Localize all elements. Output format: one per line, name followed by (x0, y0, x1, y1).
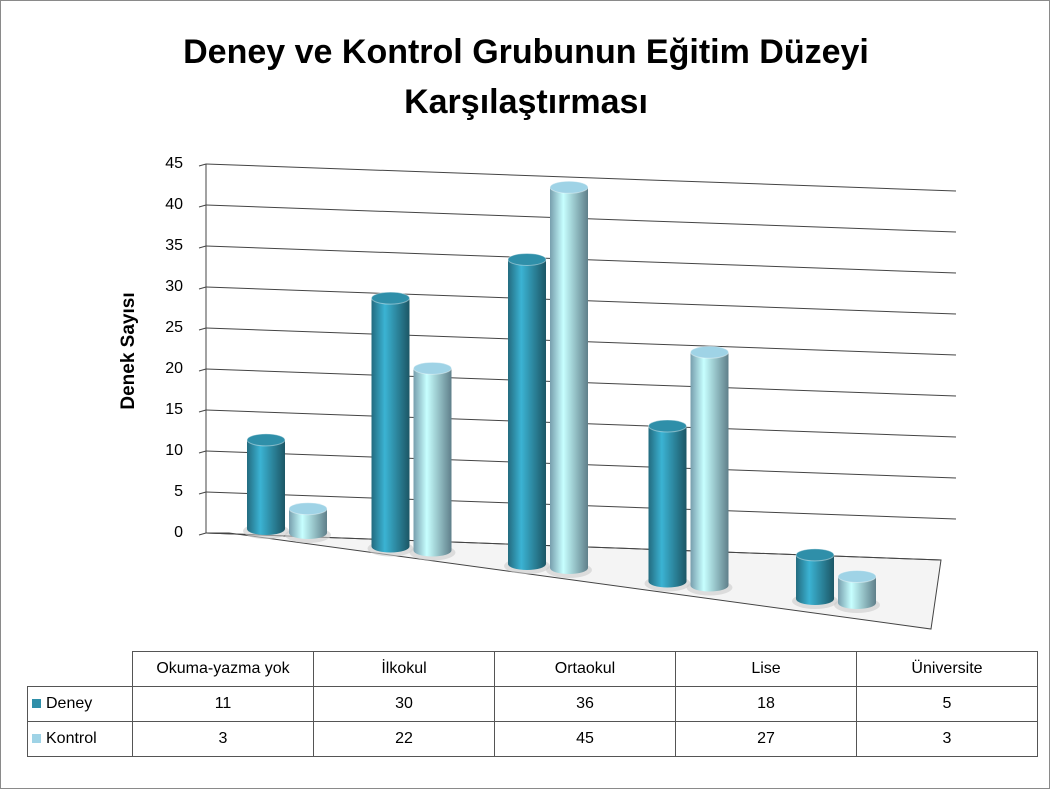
bar (546, 180, 592, 578)
legend-swatch (32, 734, 41, 743)
y-tick-label: 25 (165, 319, 183, 336)
table-value: 3 (856, 721, 1038, 757)
table-row: Deney 11 30 36 18 5 (27, 686, 1038, 722)
table-row: Kontrol 3 22 45 27 3 (27, 721, 1038, 757)
bar (285, 502, 331, 543)
table-corner (27, 651, 133, 687)
legend-swatch (32, 699, 41, 708)
table-value: 36 (494, 686, 676, 722)
bar (834, 570, 880, 613)
bar (367, 291, 414, 557)
tick-mark (198, 286, 207, 290)
tick-mark (198, 204, 207, 208)
bar (409, 361, 456, 561)
y-tick-label: 30 (165, 278, 183, 295)
category-label: İlkokul (313, 651, 495, 687)
category-label: Ortaokul (494, 651, 676, 687)
table-value: 45 (494, 721, 676, 757)
chart-title: Deney ve Kontrol Grubunun Eğitim Düzeyi … (183, 33, 869, 121)
legend-label: Kontrol (46, 730, 97, 747)
y-tick-label: 40 (165, 196, 183, 213)
tick-mark (198, 368, 207, 372)
tick-mark (198, 245, 207, 249)
y-tick-label: 15 (165, 401, 183, 418)
chart: Denek Sayısı 0 5 10 15 20 25 30 35 40 45 (118, 155, 957, 630)
category-label: Okuma-yazma yok (132, 651, 314, 687)
table-value: 18 (675, 686, 857, 722)
tick-mark (198, 532, 207, 536)
legend-entry: Deney (27, 686, 133, 722)
category-label: Üniversite (856, 651, 1038, 687)
y-tick-label: 45 (165, 155, 183, 172)
bar (792, 548, 838, 609)
table-value: 27 (675, 721, 857, 757)
y-axis-label: Denek Sayısı (118, 292, 139, 409)
table-header-row: Okuma-yazma yok İlkokul Ortaokul Lise Üniver… (27, 651, 1038, 687)
bar (644, 419, 691, 592)
y-tick-label: 10 (165, 442, 183, 459)
bar (243, 433, 289, 539)
tick-mark (198, 450, 207, 454)
table-value: 30 (313, 686, 495, 722)
legend-label: Deney (46, 695, 93, 712)
bar (504, 252, 550, 574)
tick-mark (198, 327, 207, 331)
grid-line (205, 163, 957, 192)
y-tick-label: 35 (165, 237, 183, 254)
tick-mark (198, 409, 207, 413)
table-value: 11 (132, 686, 314, 722)
tick-mark (198, 491, 207, 495)
bar (686, 345, 733, 596)
y-tick-label: 0 (174, 524, 183, 541)
y-tick-label: 20 (165, 360, 183, 377)
legend-entry: Kontrol (27, 721, 133, 757)
table-value: 22 (313, 721, 495, 757)
y-tick-label: 5 (174, 483, 183, 500)
table-value: 3 (132, 721, 314, 757)
tick-mark (198, 163, 207, 167)
table-value: 5 (856, 686, 1038, 722)
category-label: Lise (675, 651, 857, 687)
data-table: Okuma-yazma yok İlkokul Ortaokul Lise Üniver… (27, 651, 1038, 757)
